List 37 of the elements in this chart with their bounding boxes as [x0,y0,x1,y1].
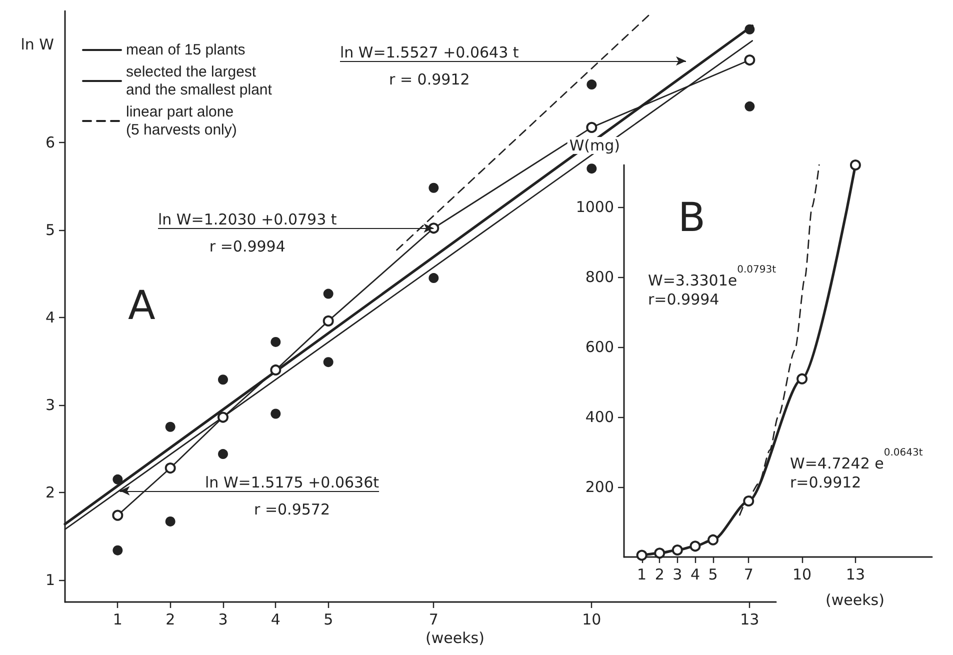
y-tick-label: 4 [45,308,55,326]
x-tick-label: 13 [740,610,760,628]
annotation: ln W=1.5527 +0.0643 t r = 0.9912 [340,44,519,88]
x-tick-label: 5 [324,610,334,628]
x-tick-label: 3 [672,566,682,584]
x-axis-title: (weeks) [826,591,884,609]
y-tick-label: 3 [45,396,55,414]
x-tick-label: 2 [654,566,664,584]
legend-label: mean of 15 plants [126,42,246,58]
y-tick-label: 200 [585,478,614,496]
x-tick-label: 10 [792,566,812,584]
x-axis-title: (weeks) [426,629,484,647]
annotation: A [128,283,156,329]
x-tick-label: 4 [690,566,700,584]
x-tick-label: 5 [708,566,718,584]
y-tick-label: 1000 [576,198,614,216]
annotation: ln W=1.5175 +0.0636t r =0.9572 [205,473,380,518]
x-tick-label: 7 [744,566,754,584]
y-axis-title: W(mg) [569,136,620,154]
x-tick-label: 4 [270,610,280,628]
x-tick-label: 2 [166,610,176,628]
y-tick-label: 6 [45,133,55,152]
y-tick-label: 600 [585,338,614,356]
y-tick-label: 400 [585,408,614,426]
x-tick-label: 10 [582,610,602,628]
x-tick-label: 1 [637,566,647,584]
y-tick-label: 800 [585,268,614,286]
legend-label: linear part alone (5 harvests only) [126,104,237,138]
x-tick-label: 7 [428,610,438,628]
annotation: ln W=1.2030 +0.0793 t r =0.9994 [158,210,337,256]
y-axis-title: ln W [20,36,54,54]
annotation: B [678,195,706,241]
x-tick-label: 1 [112,610,122,628]
y-tick-label: 5 [45,220,55,239]
y-tick-label: 2 [45,484,55,502]
x-tick-label: 3 [218,610,228,628]
x-tick-label: 13 [846,566,865,584]
